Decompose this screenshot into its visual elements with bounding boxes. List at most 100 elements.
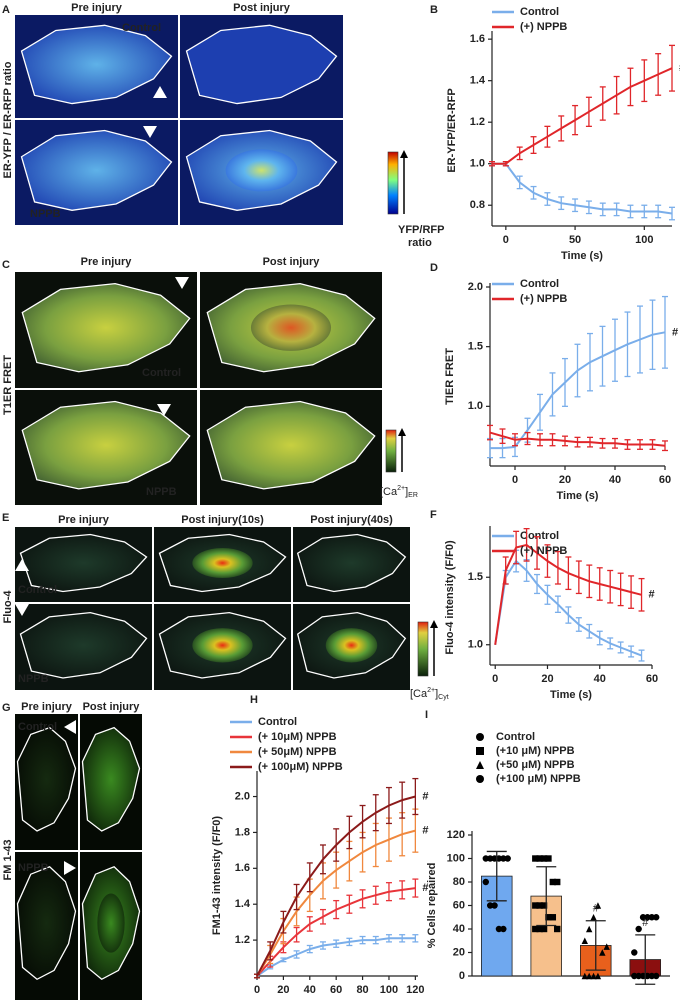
row-label: Control [18,721,57,733]
data-point [599,949,606,956]
cell-body [17,866,76,980]
cell-outline [185,24,338,105]
y-tick-label: 1.6 [470,33,485,45]
data-point [500,855,507,862]
x-tick-label: 0 [503,234,509,246]
data-point [581,937,588,944]
y-tick-label: 80 [453,876,465,888]
data-point [594,972,602,980]
cell-body [20,612,147,678]
y-tick-label: 0.8 [470,199,485,211]
y-axis-title: Fluo-4 intensity (F/F0) [444,540,456,655]
data-point [540,925,548,933]
cell-signal [97,893,125,953]
cell-body [21,130,172,211]
injury-arrow [64,861,76,875]
data-point [500,925,507,933]
y-tick-label: 1.2 [235,934,250,946]
column-title: Post injury [233,2,291,14]
data-point [631,949,638,956]
data-point [590,972,597,980]
cell-signal [225,149,298,192]
legend-label: Control [520,6,559,18]
data-point [639,914,647,921]
y-tick-label: 20 [453,946,465,958]
data-point [585,972,593,980]
legend-marker [476,733,484,741]
colorbar [385,429,397,473]
data-point [549,878,557,886]
colorbar-label-part: ] [435,688,438,700]
injury-arrow [143,126,157,138]
data-point [504,855,511,862]
data-point [644,914,651,921]
injury-arrow [15,559,29,571]
colorbar [417,621,429,677]
column-title: Post injury [263,256,321,268]
y-tick-label: 1.8 [235,826,250,838]
y-tick-label: 40 [453,923,465,935]
legend-label: (+) NPPB [520,293,567,305]
y-tick-label: 1.5 [468,341,483,353]
legend-marker [476,775,484,783]
y-tick-label: 1.6 [235,862,250,874]
colorbar-label: [Ca2+]Cyt [410,687,449,701]
data-point [648,914,656,921]
x-tick-label: 50 [569,234,581,246]
data-point [603,943,610,950]
cell-body [22,283,190,372]
panel-letter: A [2,4,10,16]
cell-outline [158,533,287,593]
colorbar [387,151,399,215]
colorbar-label-part: ER [408,492,418,499]
x-tick-label: 0 [492,673,498,685]
series-line [492,162,673,215]
x-tick-label: 40 [304,984,316,996]
data-point [482,855,489,862]
cell-body [21,25,172,104]
cell-outline [206,282,376,373]
series-line [492,67,673,165]
panel-letter: C [2,259,10,271]
significance-mark: # [422,825,428,837]
legend-label: (+ 50μM) NPPB [258,746,337,758]
side-label: FM 1-43 [2,840,14,881]
y-tick-label: 0 [459,970,465,982]
panel-letter: B [430,4,438,16]
cell-signal [192,548,253,578]
legend-label: (+100 μM) NPPB [496,773,581,785]
legend-label: Control [258,716,297,728]
x-axis-title: Time (s) [550,689,592,701]
x-tick-label: 20 [559,474,571,486]
data-point [532,925,539,933]
cell-outline [16,866,77,981]
data-point [635,925,642,933]
cell-outline [158,611,287,679]
cell-outline [81,726,141,832]
injury-arrow [175,277,189,289]
significance-mark: # [672,326,678,338]
side-label: ER-YFP / ER-RFP ratio [2,61,14,178]
colorbar-arrow-head [400,150,408,158]
cell-body [82,727,140,831]
panel-letter: E [2,512,9,524]
colorbar-label: [Ca2+]ER [380,485,418,499]
data-point [486,855,494,862]
y-tick-label: 1.0 [470,158,485,170]
x-tick-label: 60 [330,984,342,996]
legend-marker [476,747,484,755]
cell-signal [250,304,332,351]
series-line [494,543,642,645]
x-tick-label: 120 [406,984,424,996]
colorbar-label: ratio [408,237,432,249]
colorbar-arrow-head [398,428,406,436]
data-point [545,855,552,862]
colorbar-label-part: ] [405,486,408,498]
row-label: Control [18,584,57,596]
data-point [491,902,498,909]
x-axis-title: Time (s) [557,490,599,502]
y-axis-title: TIER FRET [444,348,456,405]
cell-outline [19,611,148,679]
colorbar-label-part: 2+ [397,485,405,492]
significance-mark: # [649,589,655,601]
